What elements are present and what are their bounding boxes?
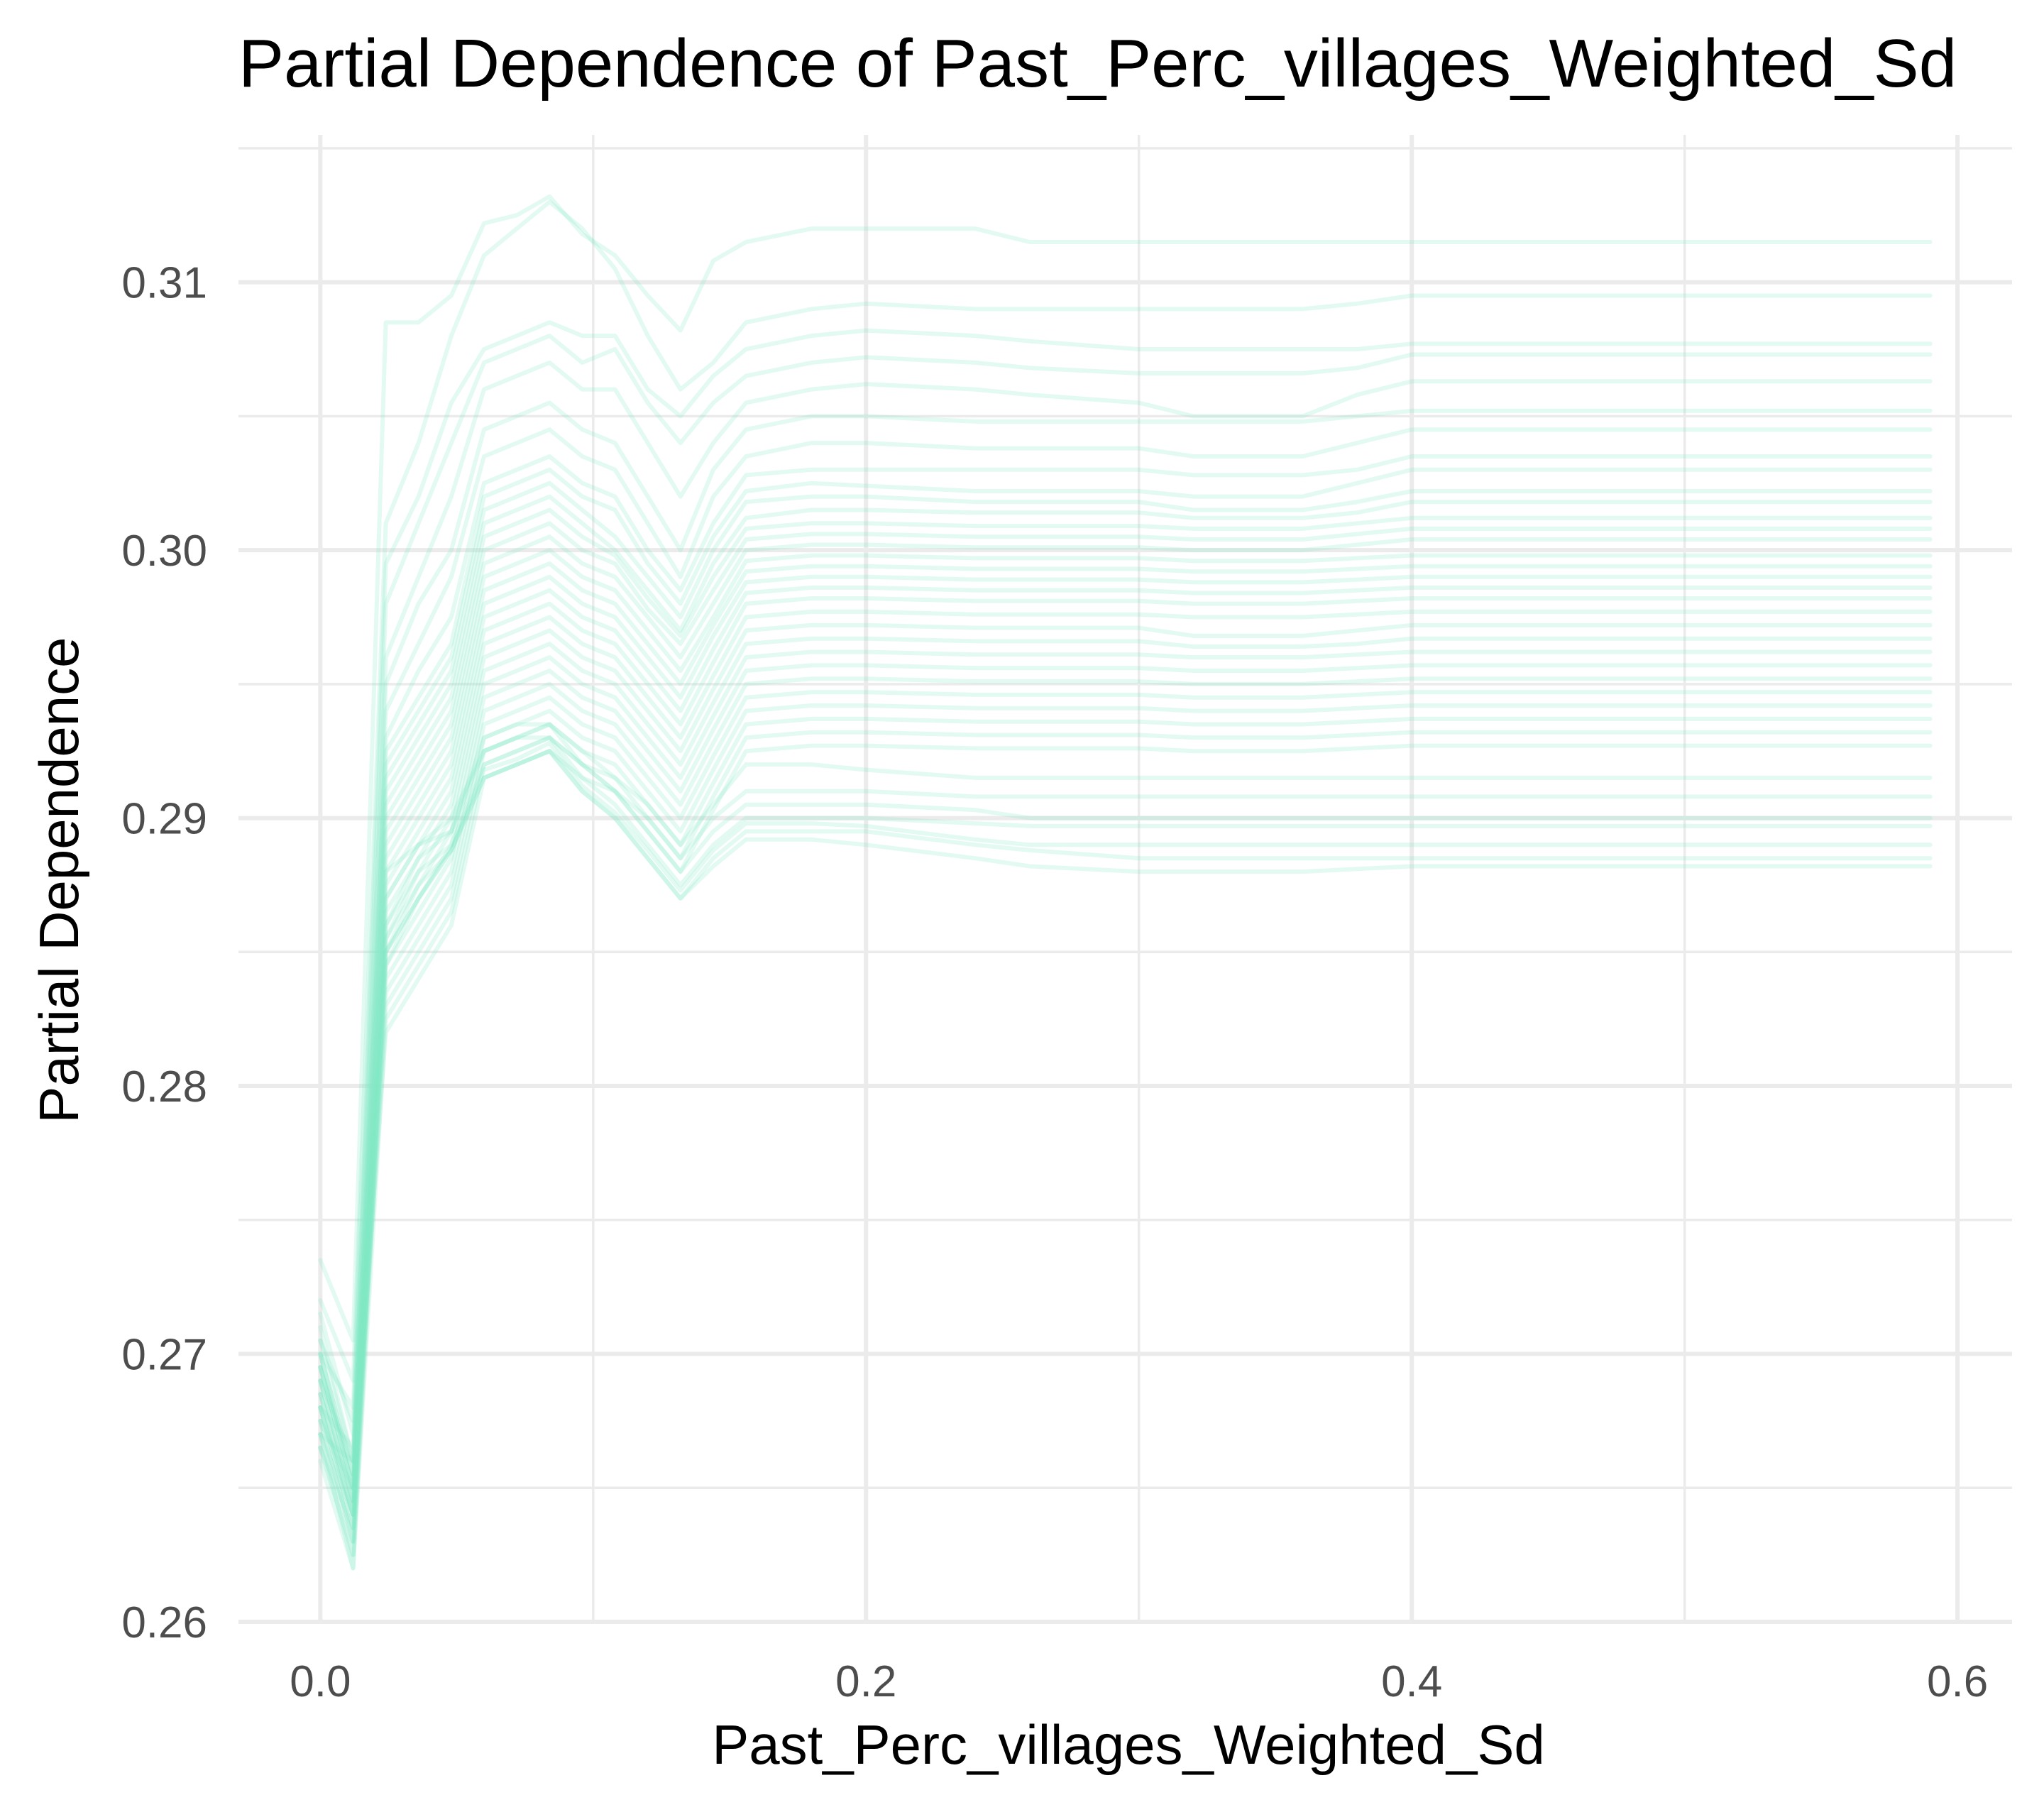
ice-line-18 — [318, 585, 1933, 1530]
ice-line-7 — [318, 427, 1933, 1450]
ice-line-30 — [318, 743, 1933, 1491]
x-axis-title: Past_Perc_villages_Weighted_Sd — [712, 1713, 1545, 1776]
y-tick-label: 0.30 — [121, 527, 207, 576]
y-tick-label: 0.28 — [121, 1063, 207, 1111]
y-tick-label: 0.26 — [121, 1598, 207, 1647]
y-tick-label: 0.31 — [121, 259, 207, 308]
ice-line-25 — [318, 676, 1933, 1544]
ice-line-34 — [318, 735, 1933, 1557]
y-tick-label: 0.29 — [121, 795, 207, 844]
y-axis-title: Partial Dependence — [28, 637, 90, 1123]
x-tick-label: 0.2 — [835, 1657, 896, 1706]
y-tick-label: 0.27 — [121, 1331, 207, 1380]
chart-title: Partial Dependence of Past_Perc_villages… — [238, 26, 1957, 101]
ice-line-21 — [318, 622, 1933, 1517]
ice-line-5 — [318, 360, 1933, 1464]
x-tick-label: 0.0 — [290, 1657, 351, 1706]
ice-line-24 — [318, 663, 1933, 1491]
ice-line-9 — [318, 467, 1933, 1464]
ice-line-17 — [318, 574, 1933, 1491]
ice-line-1 — [318, 194, 1933, 1343]
ice-line-28 — [318, 716, 1933, 1517]
ice-line-22 — [318, 636, 1933, 1477]
ice-line-12 — [318, 507, 1933, 1464]
grid-lines — [238, 135, 2012, 1624]
ice-line-15 — [318, 548, 1933, 1477]
x-tick-label: 0.6 — [1927, 1657, 1988, 1706]
ice-line-31 — [318, 722, 1933, 1530]
ice-line-8 — [318, 454, 1933, 1477]
x-axis-ticks: 0.0 0.2 0.4 0.6 — [290, 1657, 1988, 1706]
ice-line-6 — [318, 400, 1933, 1423]
ice-line-36 — [318, 749, 1933, 1544]
x-tick-label: 0.4 — [1381, 1657, 1442, 1706]
ice-line-35 — [318, 740, 1933, 1517]
ice-line-19 — [318, 596, 1933, 1464]
ice-line-32 — [318, 735, 1933, 1544]
ice-line-2 — [318, 199, 1933, 1383]
ice-line-14 — [318, 534, 1933, 1504]
ice-line-37 — [318, 749, 1933, 1571]
y-axis-ticks: 0.26 0.27 0.28 0.29 0.30 0.31 — [121, 259, 207, 1647]
ice-line-10 — [318, 481, 1933, 1491]
ice-line-29 — [318, 730, 1933, 1571]
ice-line-16 — [318, 561, 1933, 1517]
ice-line-26 — [318, 690, 1933, 1504]
ice-line-3 — [318, 320, 1933, 1410]
ice-lines — [318, 194, 1933, 1571]
ice-line-13 — [318, 521, 1933, 1491]
ice-line-20 — [318, 609, 1933, 1504]
ice-line-23 — [318, 649, 1933, 1530]
ice-line-33 — [318, 722, 1933, 1504]
ice-line-4 — [318, 334, 1933, 1437]
ice-line-27 — [318, 703, 1933, 1557]
ice-line-11 — [318, 494, 1933, 1517]
